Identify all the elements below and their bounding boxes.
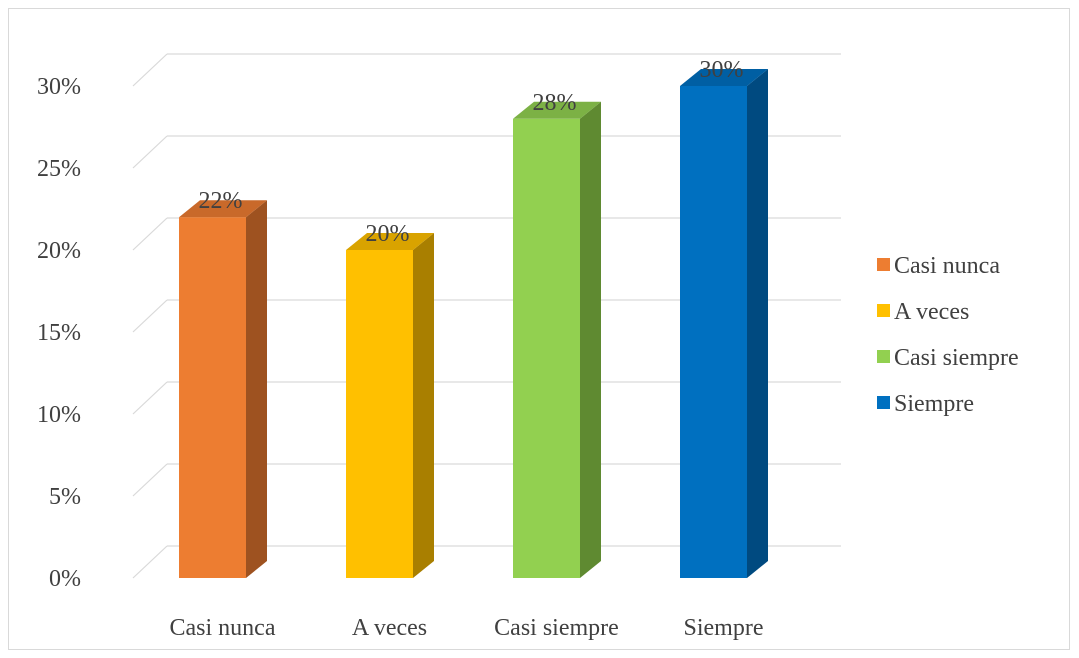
x-axis-tick-labels: Casi nunca A veces Casi siempre Siempre: [170, 615, 764, 641]
y-tick-label: 20%: [37, 238, 81, 264]
legend-swatch: [877, 396, 890, 409]
chart-area: 0% 5% 10% 15% 20% 25% 30% 22% 20% 28% 30% Casi nu…: [8, 8, 1070, 650]
legend-entry: Casi nunca: [894, 253, 1000, 279]
y-tick-label: 30%: [37, 74, 81, 100]
y-tick-label: 5%: [49, 484, 81, 510]
data-label: 30%: [700, 57, 744, 83]
bars: [179, 69, 768, 579]
y-tick-label: 0%: [49, 566, 81, 592]
bar-top: [346, 233, 434, 250]
x-tick-label: Casi siempre: [494, 615, 619, 641]
bar-top: [513, 101, 601, 119]
bar-top: [680, 69, 768, 86]
y-tick-label: 25%: [37, 156, 81, 182]
gridline-depth: [132, 53, 168, 87]
bar-side: [246, 200, 267, 578]
x-tick-label: A veces: [352, 615, 427, 641]
x-tick-label: Casi nunca: [170, 615, 276, 641]
y-tick-label: 15%: [37, 320, 81, 346]
data-label: 20%: [366, 221, 410, 247]
gridline-depth: [132, 381, 168, 415]
bar-top: [179, 200, 267, 218]
y-tick-label: 10%: [37, 402, 81, 428]
bar-front: [346, 250, 413, 578]
legend[interactable]: Casi nunca A veces Casi siempre Siempre: [877, 253, 1019, 417]
bar-front: [513, 118, 580, 579]
bar-chart: 0% 5% 10% 15% 20% 25% 30% 22% 20% 28% 30% Casi nu…: [37, 53, 1019, 641]
gridline-depth: [132, 463, 168, 497]
legend-swatch: [877, 258, 890, 271]
gridline-depth: [132, 217, 168, 251]
legend-entry: Siempre: [894, 391, 974, 417]
gridline-depth: [132, 545, 168, 579]
data-label: 28%: [533, 90, 577, 116]
data-labels: 22% 20% 28% 30%: [199, 57, 744, 247]
gridline-depth: [132, 135, 168, 169]
bar-side: [747, 69, 768, 578]
x-tick-label: Siempre: [684, 615, 764, 641]
gridline-depth: [132, 299, 168, 333]
bar-front: [179, 217, 246, 578]
y-axis-tick-labels: 0% 5% 10% 15% 20% 25% 30%: [37, 74, 81, 592]
bar-side: [413, 233, 434, 578]
legend-swatch: [877, 304, 890, 317]
data-label: 22%: [199, 188, 243, 214]
legend-entry: Casi siempre: [894, 345, 1019, 371]
legend-entry: A veces: [894, 299, 969, 325]
legend-swatch: [877, 350, 890, 363]
bar-side: [580, 101, 601, 579]
bar-front: [680, 86, 747, 578]
